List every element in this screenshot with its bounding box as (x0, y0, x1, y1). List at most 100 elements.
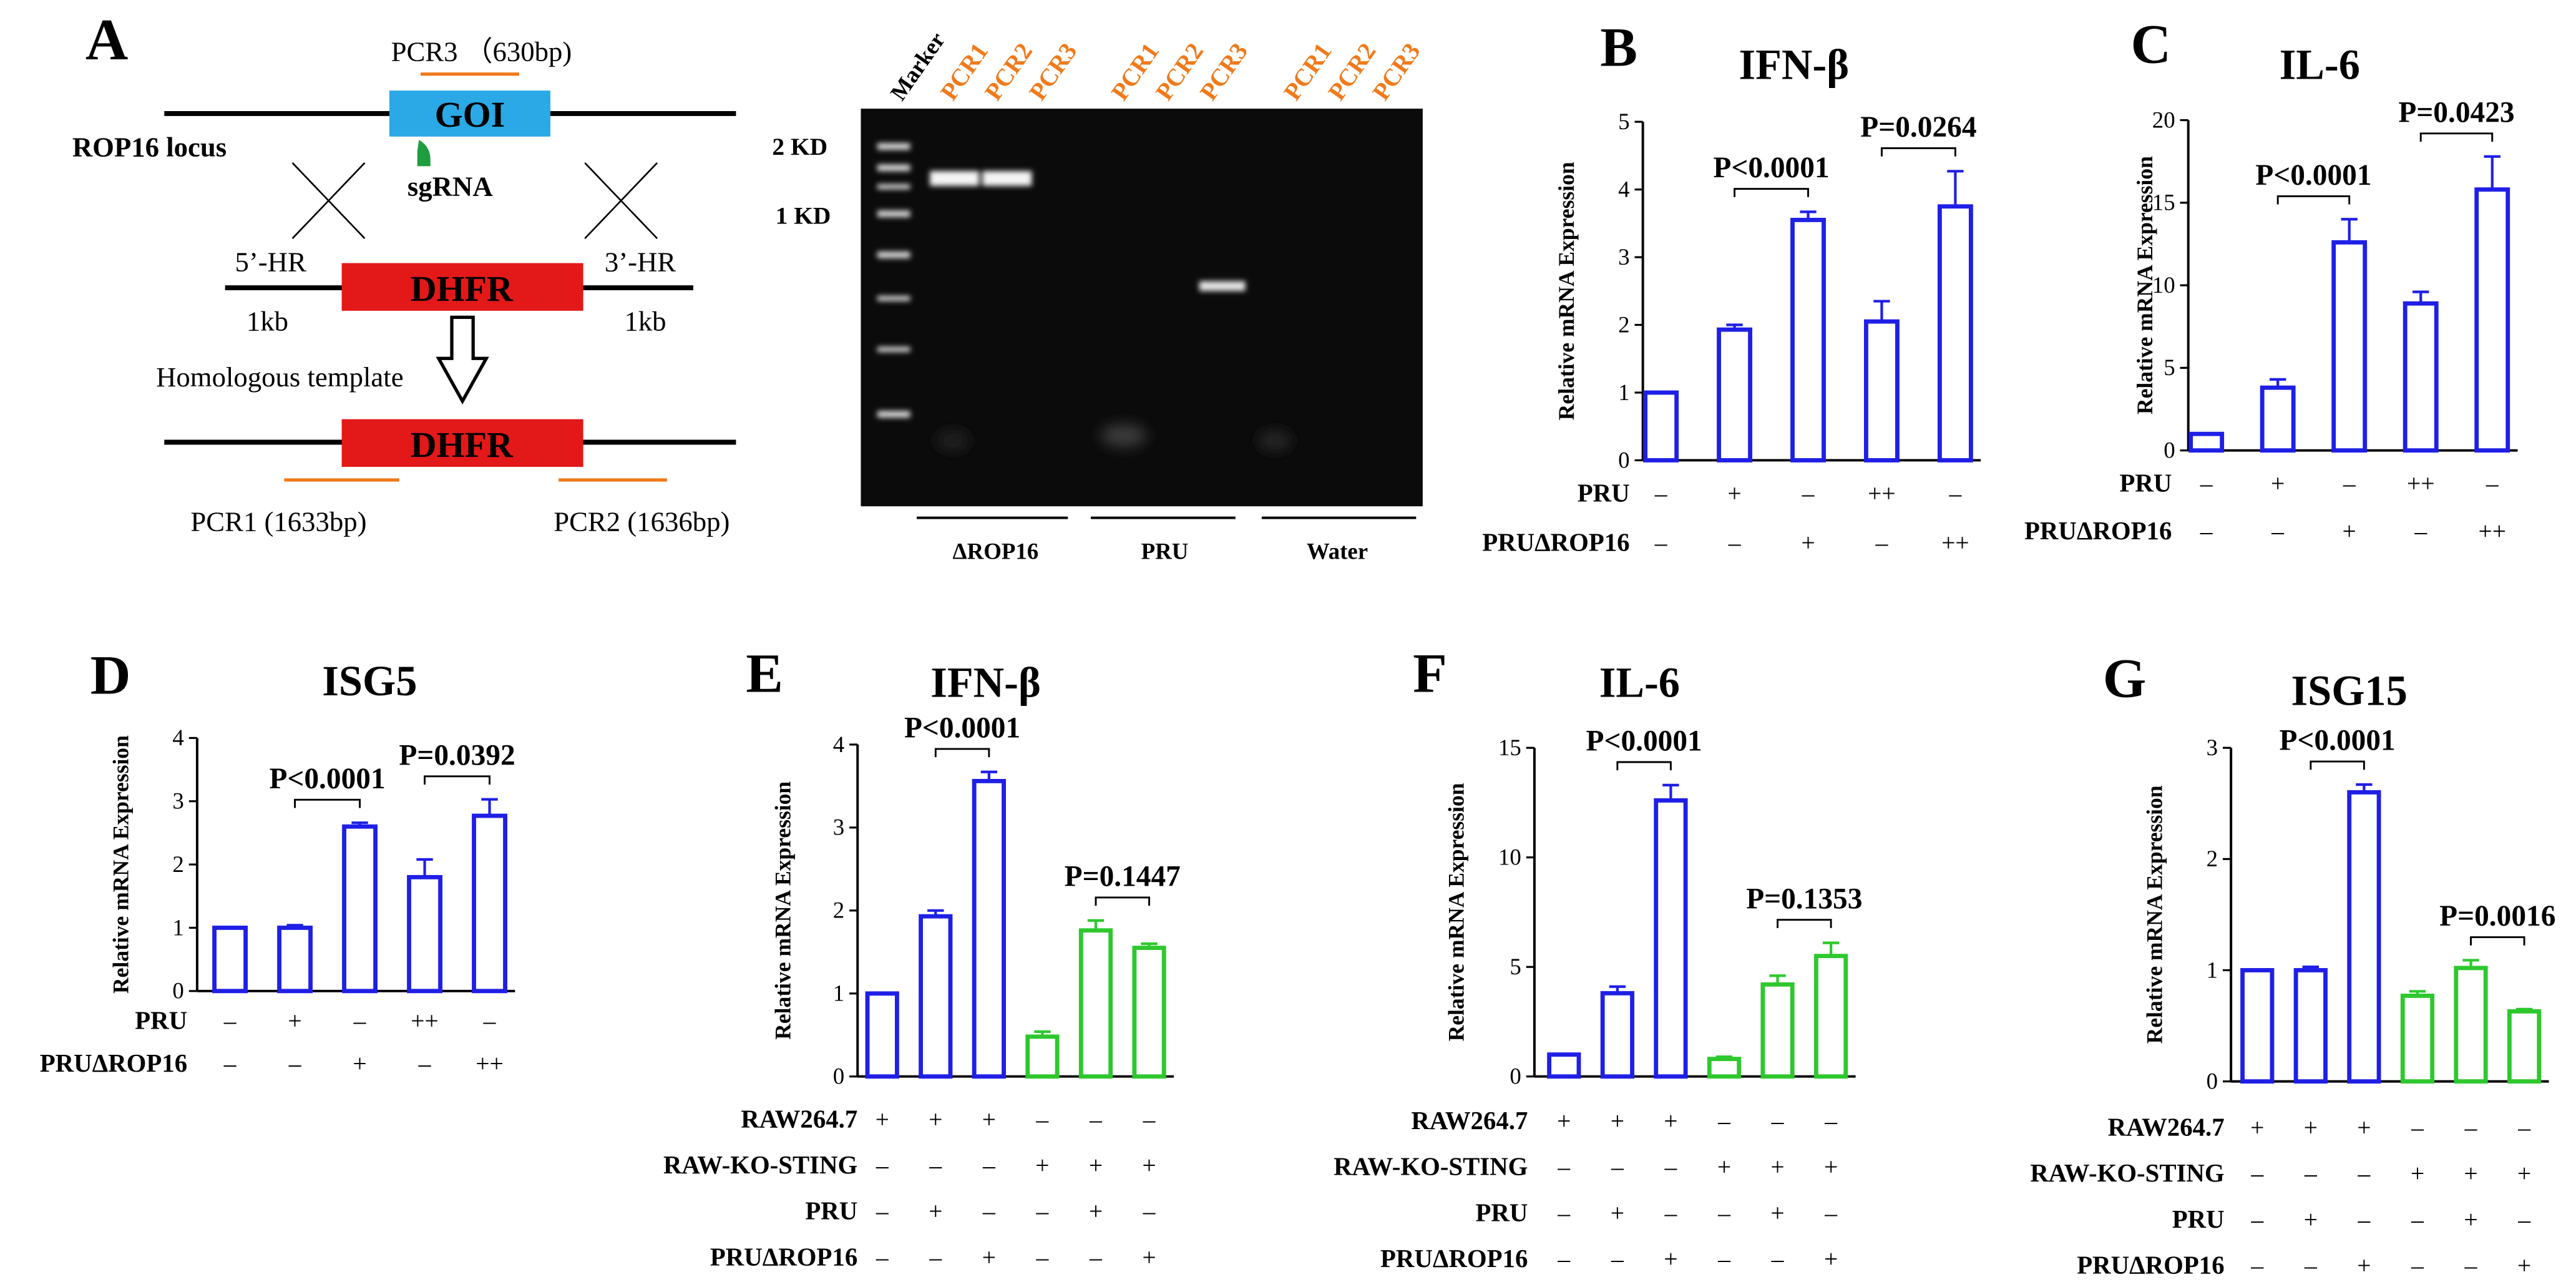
y-tick-label: 1 (1618, 379, 1629, 405)
treatment-sign: – (1557, 1199, 1570, 1226)
gel-group-label-water: Water (1307, 538, 1368, 564)
bar-5 (1760, 982, 1795, 1079)
y-tick-label: 1 (172, 914, 183, 940)
y-tick-label: 0 (2207, 1068, 2218, 1094)
gel-lane-label-6: PCR3 (1194, 38, 1253, 105)
treatment-sign: – (1036, 1243, 1049, 1271)
chart-title: ISG5 (322, 657, 417, 705)
significance-bracket-2 (1880, 147, 1956, 157)
treatment-row-label: PRU (1476, 1198, 1528, 1226)
treatment-sign: – (2411, 1252, 2424, 1280)
treatment-sign: + (1664, 1245, 1677, 1273)
chart-title: IL-6 (1599, 659, 1680, 707)
y-axis-label: Relative mRNA Expression (1444, 783, 1469, 1041)
treatment-row-label: RAW-KO-STING (663, 1151, 857, 1179)
y-tick-label: 4 (833, 732, 844, 757)
p-value-label-2: P=0.0016 (2439, 900, 2555, 932)
treatment-sign: – (483, 1007, 496, 1034)
crossover-left-b (291, 162, 366, 239)
y-tick-label: 3 (1618, 244, 1629, 270)
treatment-row-label: RAW264.7 (2108, 1113, 2225, 1141)
hr3-label: 3’-HR (605, 247, 676, 278)
treatment-sign: – (2414, 517, 2427, 545)
treatment-sign: + (1824, 1153, 1838, 1181)
goi-box (389, 91, 550, 137)
y-tick-label: 0 (833, 1064, 844, 1089)
homologous-template-label: Homologous template (156, 361, 403, 393)
panel-letter-a: A (85, 7, 128, 72)
chart-panel-g: G ISG15 0 1 2 3 Relative mRNA Expression P<0.00… (2030, 648, 2555, 1280)
gel-group-label-pru: PRU (1141, 538, 1189, 564)
treatment-sign: – (1557, 1245, 1570, 1273)
y-tick-label: 5 (1618, 109, 1629, 134)
p-value-label-2: P=0.0392 (399, 739, 515, 771)
dhfr-label-template: DHFR (411, 268, 514, 309)
bar-4 (2400, 994, 2435, 1084)
y-tick-label: 1 (833, 981, 844, 1006)
p-value-label-1: P<0.0001 (269, 763, 385, 795)
y-tick-label: 5 (1510, 954, 1521, 979)
bar-1 (865, 991, 899, 1079)
bar-3 (342, 824, 378, 994)
bar-1 (1547, 1052, 1581, 1079)
treatment-row-label: RAW-KO-STING (1334, 1153, 1528, 1181)
treatment-sign: + (2464, 1160, 2477, 1187)
crossover-right-b (584, 162, 658, 239)
treatment-sign: – (1557, 1153, 1570, 1181)
bar-5 (2474, 187, 2510, 453)
treatment-sign: – (2250, 1252, 2263, 1280)
treatment-sign: + (2304, 1113, 2318, 1141)
treatment-sign: – (418, 1050, 431, 1077)
treatment-sign: – (1717, 1245, 1730, 1273)
treatment-sign: + (2357, 1252, 2371, 1280)
y-tick-label: 10 (1498, 844, 1521, 870)
y-axis-label: Relative mRNA Expression (108, 735, 133, 994)
bar-3 (972, 778, 1006, 1079)
down-arrow-icon (436, 315, 489, 405)
treatment-sign: – (2517, 1113, 2530, 1141)
bar-2 (2293, 968, 2328, 1084)
bar-5 (1078, 928, 1113, 1079)
treatment-sign: – (1824, 1107, 1837, 1135)
treatment-sign: + (2304, 1206, 2318, 1233)
bar-6 (1132, 946, 1166, 1079)
treatment-sign: – (1611, 1153, 1624, 1181)
bar-charts: B IFN-β 0 1 2 3 4 5 Relative mRNA Expression P<0.… (40, 13, 2556, 1279)
treatment-sign: – (1717, 1107, 1730, 1135)
treatment-sign: – (2517, 1206, 2530, 1233)
treatment-sign: – (2358, 1160, 2371, 1187)
bar-5 (1937, 204, 1973, 462)
treatment-sign: – (1771, 1107, 1784, 1135)
y-tick-label: 4 (172, 725, 183, 750)
treatment-sign: + (1727, 479, 1741, 507)
treatment-sign: – (982, 1198, 995, 1225)
treatment-sign: ++ (2478, 517, 2506, 545)
treatment-sign: + (353, 1050, 366, 1077)
treatment-sign: – (2200, 517, 2213, 545)
treatment-sign: – (982, 1152, 995, 1179)
gel-lane-label-9: PCR3 (1367, 38, 1426, 105)
bar-3 (1654, 798, 1688, 1079)
treatment-sign: – (2200, 469, 2213, 497)
panel-letter-d: D (90, 644, 131, 706)
treatment-sign: – (2411, 1113, 2424, 1141)
treatment-sign: + (1664, 1107, 1677, 1135)
bar-1 (1643, 390, 1679, 462)
gel-band-rop16-pcr1 (930, 171, 980, 186)
treatment-sign: – (223, 1050, 237, 1077)
chart-panel-e: E IFN-β 0 1 2 3 4 Relative mRNA Expression P<0.0… (663, 643, 1181, 1271)
treatment-sign: + (288, 1007, 301, 1034)
gel-lane-label-5: PCR2 (1150, 38, 1209, 105)
treatment-sign: – (2250, 1206, 2263, 1233)
significance-bracket-1 (1616, 761, 1672, 771)
y-tick-label: 2 (172, 851, 183, 877)
gel-lane-label-7: PCR1 (1278, 38, 1337, 105)
kb-left-label: 1kb (246, 305, 288, 336)
y-axis-label: Relative mRNA Expression (1554, 162, 1579, 420)
p-value-label-1: P<0.0001 (904, 712, 1020, 744)
treatment-sign: + (2517, 1252, 2531, 1280)
treatment-sign: – (2358, 1206, 2371, 1233)
treatment-sign: – (1949, 479, 1962, 507)
treatment-sign: – (2411, 1206, 2424, 1233)
y-tick-label: 2 (1618, 311, 1629, 337)
